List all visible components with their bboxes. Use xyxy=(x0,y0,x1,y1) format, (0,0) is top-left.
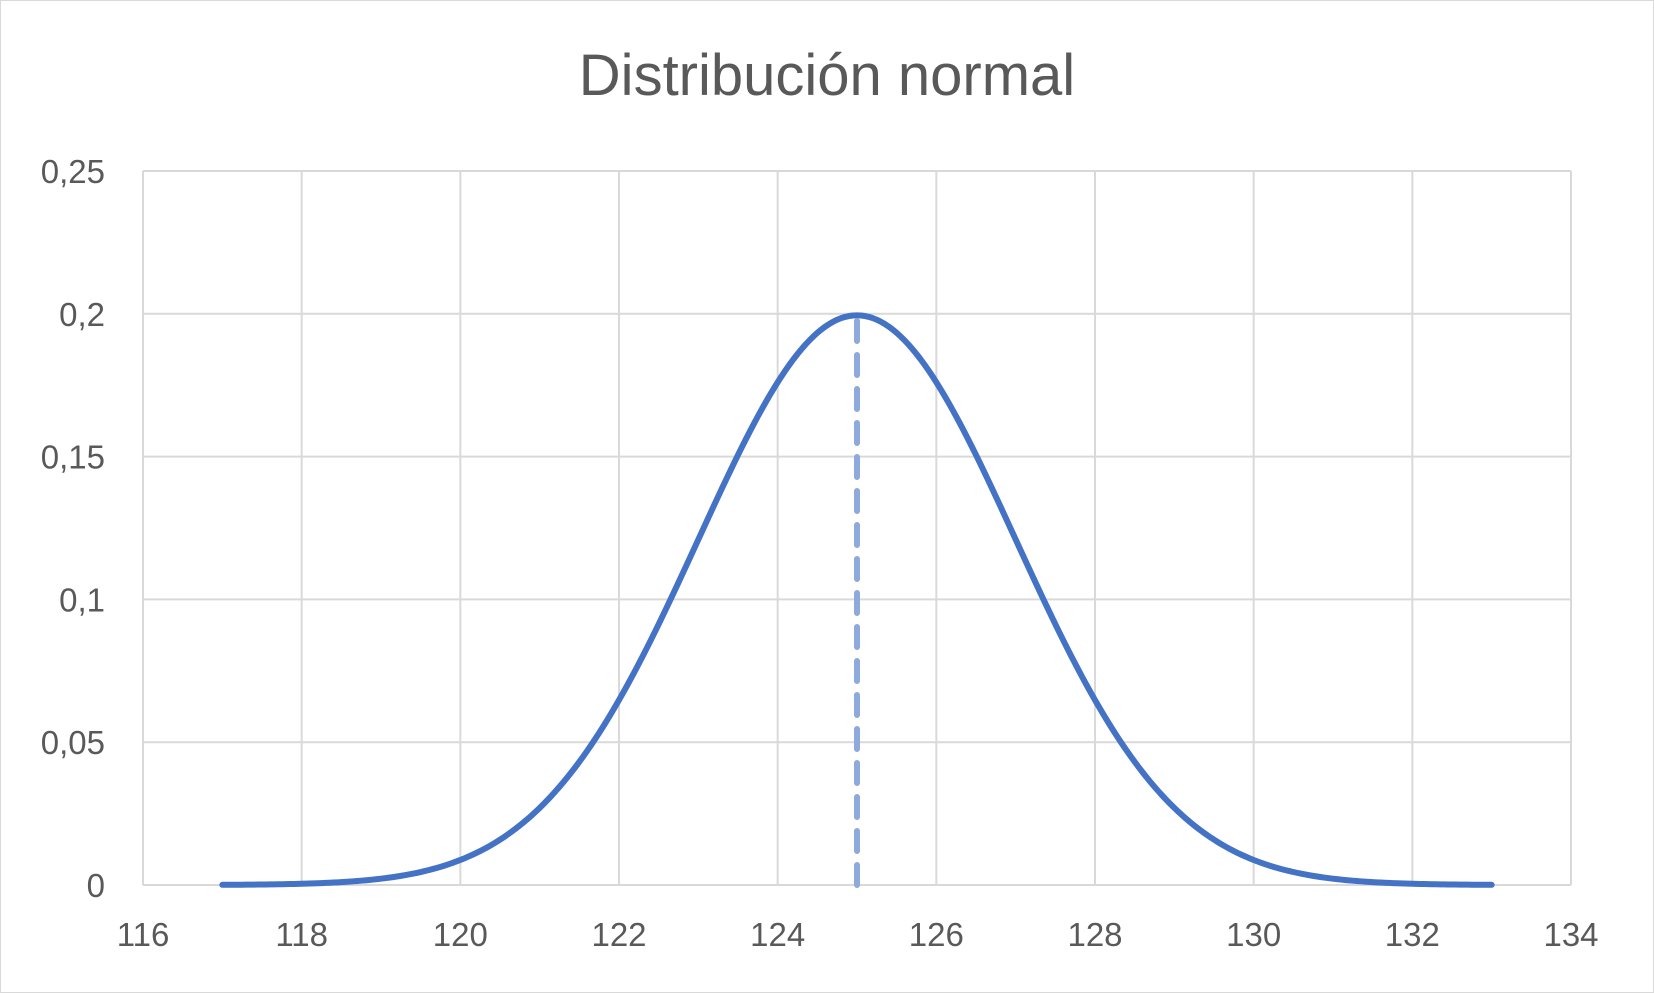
x-tick-label: 130 xyxy=(1226,916,1281,953)
x-tick-label: 124 xyxy=(750,916,805,953)
chart-title: Distribución normal xyxy=(578,43,1076,108)
y-axis-tick-labels: 0 0,05 0,1 0,15 0,2 0,25 xyxy=(41,153,105,904)
x-tick-label: 122 xyxy=(591,916,646,953)
y-tick-label: 0,2 xyxy=(59,296,105,333)
x-tick-label: 128 xyxy=(1067,916,1122,953)
y-tick-label: 0,25 xyxy=(41,153,105,190)
series-layer xyxy=(219,312,1495,888)
y-tick-label: 0,05 xyxy=(41,724,105,761)
y-tick-label: 0,1 xyxy=(59,581,105,618)
y-tick-label: 0 xyxy=(87,867,105,904)
x-tick-label: 132 xyxy=(1385,916,1440,953)
x-tick-label: 116 xyxy=(117,916,170,953)
y-tick-label: 0,15 xyxy=(41,439,105,476)
x-tick-label: 134 xyxy=(1543,916,1598,953)
vertical-gridlines xyxy=(142,171,1572,885)
x-tick-label: 118 xyxy=(275,916,328,953)
x-axis-tick-labels: 116 118 120 122 124 126 128 130 132 134 xyxy=(117,916,1599,953)
x-tick-label: 120 xyxy=(433,916,488,953)
x-tick-label: 126 xyxy=(909,916,964,953)
normal-curve-line xyxy=(219,312,1495,888)
